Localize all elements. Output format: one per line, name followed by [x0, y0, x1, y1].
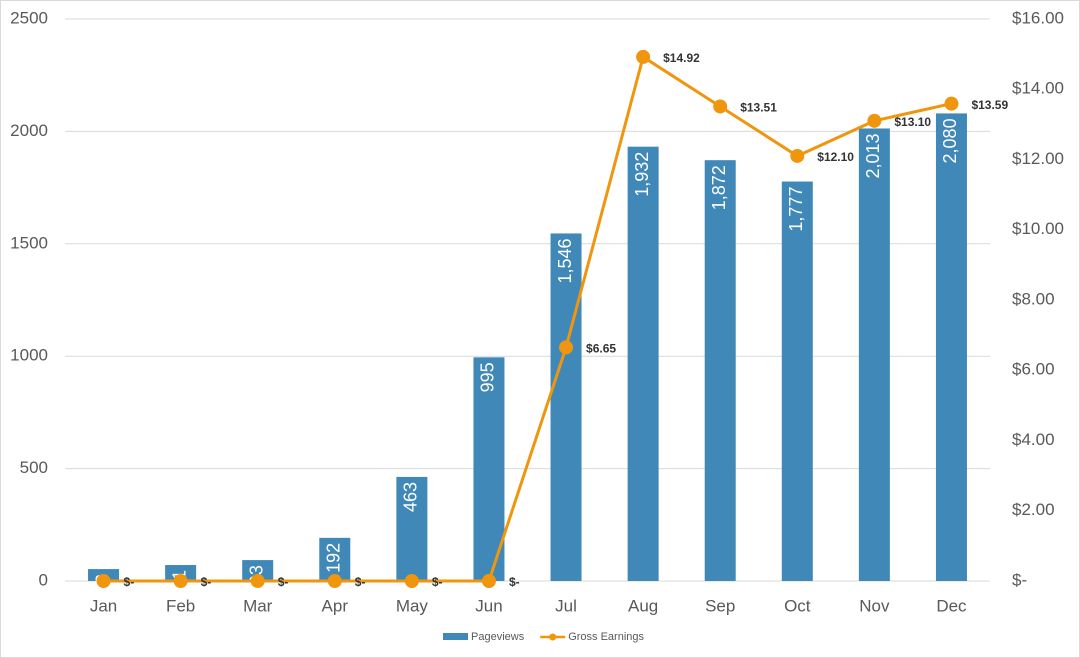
bar-value-label: 192 [324, 543, 344, 573]
x-tick-label: Jun [475, 596, 502, 615]
bar-value-label: 2,080 [940, 118, 960, 163]
bar-value-label: 1,777 [786, 187, 806, 232]
line-marker [713, 99, 728, 114]
line [103, 54, 952, 583]
bar [704, 160, 736, 582]
line-value-label: $13.59 [971, 98, 1008, 112]
x-tick-label: Jan [90, 596, 117, 615]
line-marker [250, 574, 265, 588]
bar [165, 565, 197, 581]
line-value-label: $- [201, 575, 212, 589]
y-tick-label: 1500 [10, 233, 48, 252]
bar [781, 181, 813, 581]
y2-tick-label: $8.00 [1012, 289, 1055, 308]
bar-value-label: 1,546 [555, 238, 575, 283]
y2-tick-label: $14.00 [1012, 79, 1064, 98]
line-marker [944, 96, 959, 111]
y2-tick-label: $2.00 [1012, 500, 1055, 519]
line-value-label: $12.10 [817, 150, 854, 164]
x-tick-label: Aug [628, 596, 658, 615]
y2-tick-label: $- [1012, 570, 1027, 589]
bar [627, 146, 659, 581]
line-marker [481, 574, 496, 588]
y-tick-label: 2500 [10, 8, 48, 27]
legend-swatch [443, 633, 468, 640]
y2-tick-label: $10.00 [1012, 219, 1064, 238]
y2-tick-label: $4.00 [1012, 430, 1055, 449]
line-value-label: $- [355, 575, 366, 589]
line-value-label: $- [124, 575, 135, 589]
y2-tick-label: $16.00 [1012, 8, 1064, 27]
line-marker [96, 574, 111, 588]
legend-label: Gross Earnings [568, 631, 644, 643]
bar [858, 128, 890, 581]
y2-tick-label: $12.00 [1012, 149, 1064, 168]
x-tick-label: Apr [322, 596, 349, 615]
x-tick-label: Feb [166, 596, 195, 615]
y-tick-label: 0 [39, 570, 48, 589]
bar [473, 357, 505, 581]
line-value-label: $6.65 [586, 342, 616, 356]
x-tick-label: Mar [243, 596, 273, 615]
x-tick-label: Oct [784, 596, 811, 615]
line-value-label: $- [509, 575, 520, 589]
line-value-label: $- [432, 575, 443, 589]
legend-label: Pageviews [471, 631, 525, 643]
x-tick-label: May [396, 596, 429, 615]
bar [935, 113, 967, 581]
line-value-label: $- [278, 575, 289, 589]
bar-value-label: 1,932 [632, 152, 652, 197]
x-tick-label: Sep [705, 596, 735, 615]
y2-tick-label: $6.00 [1012, 360, 1055, 379]
y-tick-label: 500 [20, 458, 48, 477]
line-marker [867, 113, 882, 128]
line-marker [327, 574, 342, 588]
bar-value-label: 463 [401, 482, 421, 512]
bar-value-label: 995 [478, 362, 498, 392]
legend-swatch [549, 633, 557, 641]
bar-value-label: 1,872 [709, 165, 729, 210]
line-value-label: $13.10 [894, 115, 931, 129]
bar-value-label: 2,013 [863, 133, 883, 178]
x-tick-label: Jul [555, 596, 577, 615]
line-marker [790, 148, 805, 163]
bar [550, 233, 582, 581]
y-tick-label: 2000 [10, 121, 48, 140]
bar [319, 537, 351, 581]
x-tick-label: Dec [936, 596, 967, 615]
bar [242, 560, 274, 581]
line-marker [404, 574, 419, 588]
line-value-label: $13.51 [740, 101, 777, 115]
x-tick-label: Nov [859, 596, 890, 615]
bar [396, 476, 428, 581]
line-value-label: $14.92 [663, 51, 700, 65]
y-tick-label: 1000 [10, 346, 48, 365]
line-marker [173, 574, 188, 588]
line-marker [559, 340, 574, 355]
line-marker [636, 49, 651, 64]
